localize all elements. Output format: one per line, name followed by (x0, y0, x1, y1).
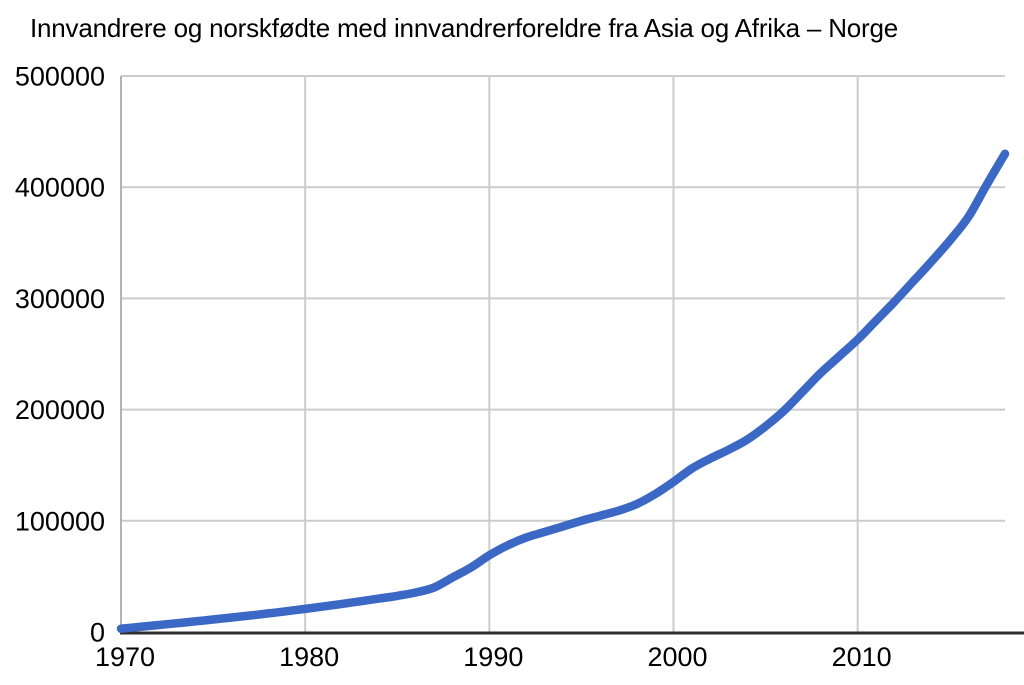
x-tick-label: 1980 (279, 642, 339, 672)
x-tick-label: 1970 (95, 642, 155, 672)
series-line (116, 149, 1010, 633)
y-tick-label: 0 (90, 618, 105, 648)
y-tick-label: 500000 (15, 62, 105, 92)
x-tick-label: 2010 (832, 642, 892, 672)
y-tick-label: 200000 (15, 395, 105, 425)
y-tick-label: 300000 (15, 284, 105, 314)
x-tick-label: 2000 (647, 642, 707, 672)
x-tick-label: 1990 (463, 642, 523, 672)
y-tick-label: 100000 (15, 506, 105, 536)
y-tick-label: 400000 (15, 173, 105, 203)
chart-title: Innvandrere og norskfødte med innvandrer… (30, 13, 899, 43)
